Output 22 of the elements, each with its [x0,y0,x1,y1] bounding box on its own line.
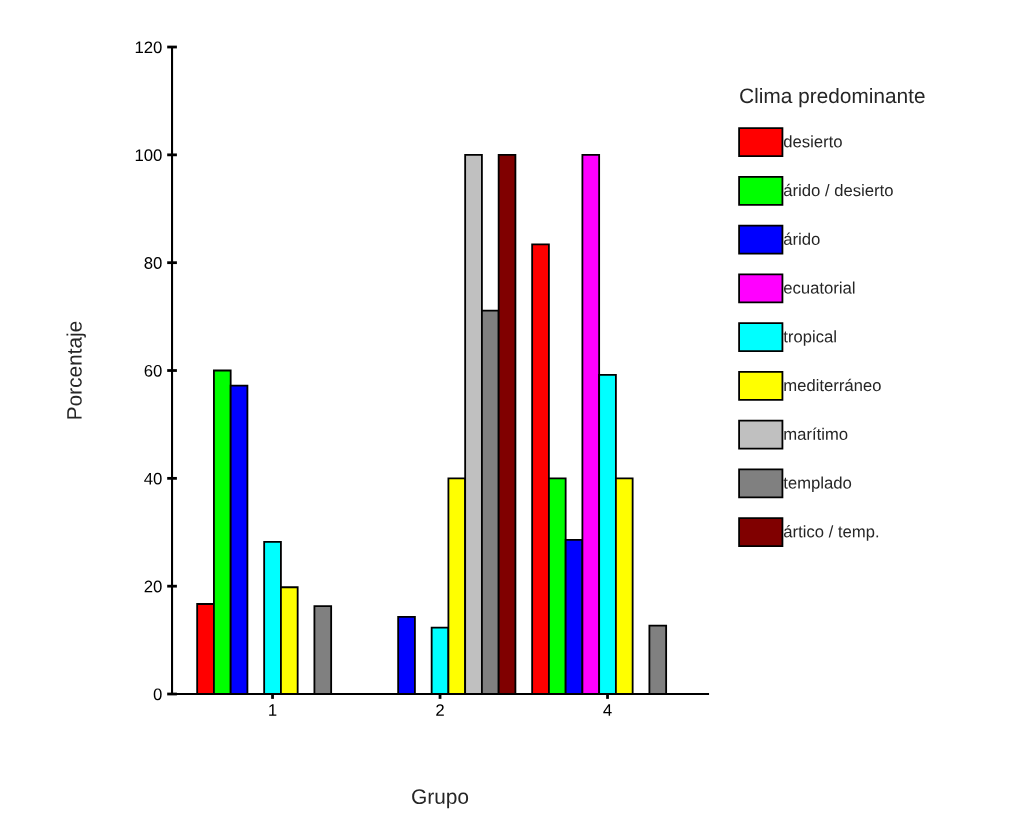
legend-label: árido / desierto [783,183,893,197]
y-axis-title: Porcentaje [66,321,86,419]
legend-label: ártico / temp. [783,525,879,541]
legend-title: Clima predominante [740,87,925,108]
legend-label: árido [783,232,820,245]
x-tick-label: 2 [436,704,444,716]
y-tick-label: 120 [135,41,162,54]
legend-label: ecuatorial [783,281,855,294]
y-tick-label: 60 [144,364,162,377]
y-tick-label: 100 [135,149,162,162]
y-tick-label: 80 [144,257,162,269]
x-tick-label: 1 [269,704,277,716]
legend-label: templado [783,476,852,493]
y-tick-label: 40 [144,472,162,485]
legend-label: tropical [783,330,836,346]
y-tick-label: 0 [153,688,162,701]
legend-label: mediterráneo [784,378,881,392]
x-axis-title: Grupo [412,789,469,809]
y-tick-label: 20 [144,580,162,593]
legend-label: marítimo [784,427,848,440]
legend-label: desierto [783,135,842,148]
x-tick-label: 4 [603,704,612,716]
